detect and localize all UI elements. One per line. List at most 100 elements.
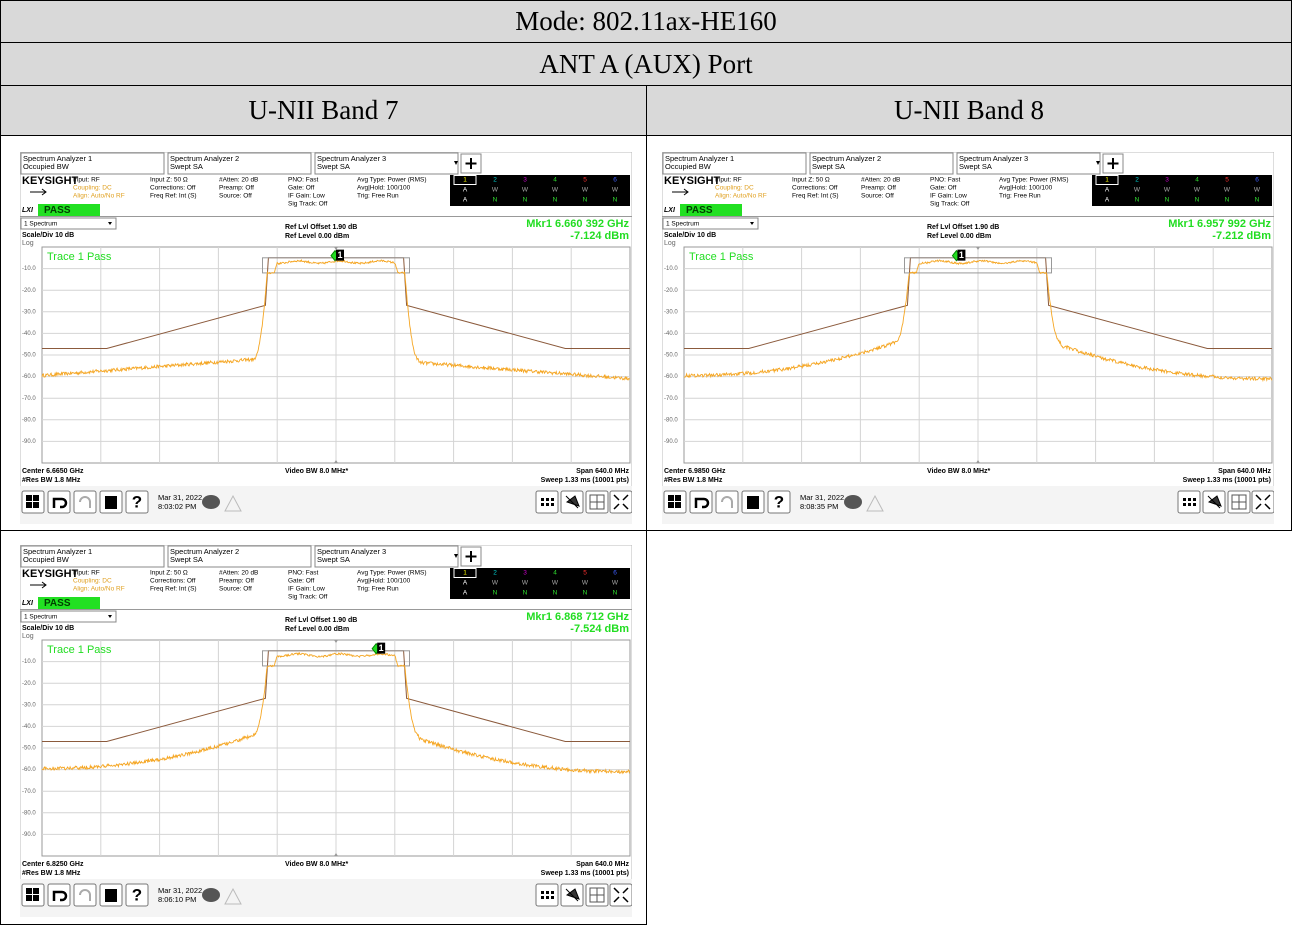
column-header: U-NII Band 8 [646,85,1292,136]
setting-text: Source: Off [219,586,252,593]
trace-grid-bg [1092,175,1272,206]
add-icon [465,158,477,169]
tab-dropdown-arrow [1096,161,1100,165]
y-tick-label: -50.0 [664,353,678,359]
tab-title: Spectrum Analyzer 2 [170,547,239,556]
toolbar-button [535,490,559,514]
input-icon [672,188,689,196]
setting-text: Input: RF [73,177,100,184]
trace-grid-text: 5 [583,177,587,184]
y-tick-label: -60.0 [664,374,678,380]
setting-text: #Atten: 20 dB [219,177,258,184]
tab [167,545,312,568]
spectrum-trace [41,651,631,775]
trace-grid-text: W [612,187,619,194]
redo-icon [721,496,733,508]
trace-grid-text: 6 [613,570,617,577]
trace-grid-text: A [1105,197,1110,204]
tab-title: Spectrum Analyzer 3 [317,547,386,556]
tab [20,545,165,568]
tab [956,152,1101,175]
toolbar-button [73,883,97,907]
setting-text: Input: RF [715,177,742,184]
trace-grid-text: W [1164,187,1171,194]
setting-text: IF Gain: Low [288,586,325,593]
brand: KEYSIGHT [22,175,79,187]
resolution-bw: #Res BW 1.8 MHz [22,870,81,877]
time: 8:08:35 PM [800,502,838,511]
setting-text: Avg Type: Power (RMS) [357,570,426,577]
setting-text: Coupling: DC [73,578,112,585]
y-tick-label: -20.0 [22,288,36,294]
toolbar-button [715,490,739,514]
trace-grid-text: N [1225,197,1230,204]
lxi-logo: LXI [22,600,34,607]
trace-grid-text: N [1195,197,1200,204]
view-name: 1 Spectrum [24,221,57,228]
help-icon: ? [132,492,142,511]
toolbar-button [73,490,97,514]
trace-grid-text: N [523,197,528,204]
tab-title: Spectrum Analyzer 3 [959,154,1028,163]
resolution-bw: #Res BW 1.8 MHz [664,477,723,484]
view-dropdown [20,610,117,623]
y-tick-label: -10.0 [22,266,36,272]
marker-frequency: Mkr1 6.957 992 GHz [1168,218,1271,230]
tab [809,152,954,175]
trace-selected-box [1095,175,1119,185]
setting-text: Coupling: DC [715,185,754,192]
trace-grid-text: 3 [1165,177,1169,184]
marker-number: 1 [337,250,342,260]
setting-text: Gate: Off [288,578,314,585]
setting-text: Avg|Hold: 100/100 [357,185,411,192]
fullscreen-icon [1255,494,1271,510]
trace-label: Trace 1 Pass [689,251,754,263]
tab-title: Spectrum Analyzer 1 [23,154,92,163]
trace-grid-text: W [1254,187,1261,194]
time: 8:03:02 PM [158,502,196,511]
setting-text: Avg Type: Power (RMS) [357,177,426,184]
y-tick-label: -40.0 [22,724,36,730]
video-bw: Video BW 8.0 MHz* [927,468,991,475]
y-tick-label: -90.0 [22,439,36,445]
setting-text: Input Z: 50 Ω [150,177,188,184]
column-header: U-NII Band 7 [0,85,647,136]
trace-label: Trace 1 Pass [47,251,112,263]
status-text: PASS [44,598,71,609]
y-tick-label: -30.0 [22,702,36,708]
status-badge [680,204,742,216]
y-tick-label: -30.0 [22,309,36,315]
tab [662,152,807,175]
span: Span 640.0 MHz [576,468,629,475]
trace-grid-bg [450,568,630,599]
trace-grid-text: A [463,187,468,194]
setting-text: Align: Auto/No RF [73,193,125,200]
trace-grid-text: N [493,590,498,597]
trace-grid-text: N [553,197,558,204]
y-tick-label: -70.0 [22,396,36,402]
trace-grid-text: 4 [553,570,557,577]
trace-grid-text: W [582,187,589,194]
setting-text: #Atten: 20 dB [861,177,900,184]
trace-grid-text: A [1105,187,1110,194]
brand: KEYSIGHT [22,568,79,580]
setting-text: Input: RF [73,570,100,577]
help-icon: ? [132,885,142,904]
sweep: Sweep 1.33 ms (10001 pts) [1183,477,1271,484]
setting-text: Freq Ref: Int (S) [792,193,839,200]
warning-icon [224,494,242,512]
setting-text: Sig Track: Off [288,201,327,208]
port-title: ANT A (AUX) Port [0,42,1292,86]
y-tick-label: -20.0 [664,288,678,294]
span: Span 640.0 MHz [576,861,629,868]
time: 8:06:10 PM [158,895,196,904]
tab-subtitle: Occupied BW [23,162,70,171]
tab [20,152,165,175]
setting-text: Coupling: DC [73,185,112,192]
setting-text: PNO: Fast [288,570,319,577]
tab-subtitle: Occupied BW [665,162,712,171]
marker-level: -7.212 dBm [1212,230,1271,242]
trace-grid-text: 5 [583,570,587,577]
